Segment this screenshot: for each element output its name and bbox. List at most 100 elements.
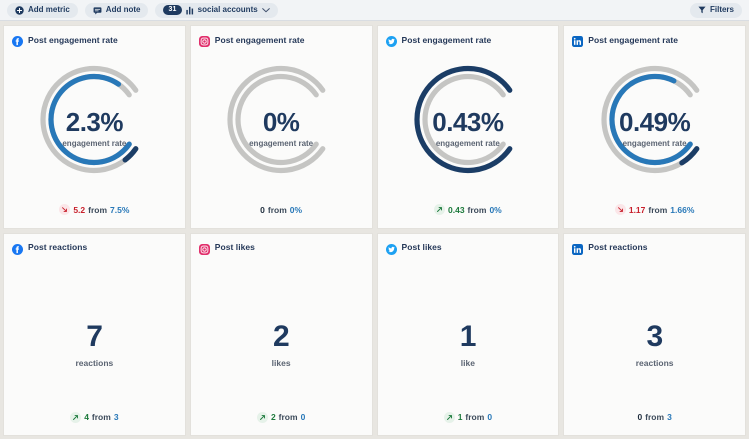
delta-from-label: from [278, 412, 298, 422]
delta-value: 2 [270, 412, 276, 422]
delta-previous-value: 3 [667, 412, 672, 422]
card-body: 7 reactions [12, 254, 177, 408]
gauge-chart [227, 65, 326, 173]
gauge-container: 0% engagement rate [199, 46, 364, 200]
card-title: Post likes [401, 242, 442, 252]
card-header: Post engagement rate [572, 33, 737, 47]
twitter-icon [385, 242, 397, 255]
delta-from-label: from [465, 412, 485, 422]
gauge-container: 2.3% engagement rate [12, 46, 177, 200]
card-title: Post engagement rate [214, 34, 305, 45]
social-accounts-count: 31 [163, 4, 182, 16]
metric-delta: 1 from 0 [386, 407, 551, 427]
card-header: Post engagement rate [198, 33, 364, 47]
add-note-button[interactable]: Add note [84, 2, 149, 18]
number-readout: 2 likes [271, 319, 291, 368]
number-readout: 1 like [459, 319, 477, 368]
gauge-container: 0.43% engagement rate [386, 46, 551, 200]
card-body: 0.49% engagement rate [572, 46, 737, 200]
twitter-icon [385, 34, 397, 47]
metric-delta: 0.43 from 0% [386, 200, 551, 220]
gauge-chart [40, 65, 139, 173]
plus-circle-icon [15, 5, 24, 15]
instagram-icon [198, 242, 210, 255]
card-body: 2.3% engagement rate [12, 46, 177, 200]
delta-previous-value: 1.66% [670, 204, 695, 215]
gauge-chart [601, 65, 700, 173]
card-header: Post likes [385, 241, 551, 255]
metric-unit: likes [271, 357, 291, 368]
card-header: Post likes [198, 241, 364, 255]
trend-down-icon [59, 204, 71, 215]
social-accounts-selector[interactable]: 31 social accounts [155, 2, 278, 18]
delta-previous-value: 0% [489, 204, 502, 215]
gauge-progress-primary [414, 65, 513, 173]
metric-value: 1 [459, 319, 477, 353]
trend-up-icon [434, 204, 445, 215]
card-title: Post reactions [28, 242, 88, 252]
social-accounts-label: social accounts [197, 5, 258, 14]
card-title: Post likes [214, 242, 255, 252]
gauge-outer-track [40, 65, 139, 173]
add-metric-label: Add metric [28, 5, 70, 14]
card-header: Post engagement rate [12, 33, 177, 47]
delta-value: 5.2 [73, 204, 86, 215]
metric-delta: 4 from 3 [12, 407, 177, 427]
dashboard-toolbar: Add metric Add note 31 social accounts [0, 0, 749, 21]
filters-label: Filters [709, 5, 734, 14]
metric-unit: reactions [75, 357, 114, 368]
metric-delta: 0 from 0% [199, 200, 364, 220]
card-body: 3 reactions [572, 254, 737, 408]
metric-card-grid: Post engagement rate 2.3% engagement rat… [0, 21, 749, 439]
card-title: Post engagement rate [28, 34, 118, 45]
gauge-outer-track [227, 65, 326, 173]
number-readout: 7 reactions [75, 321, 114, 368]
trend-up-icon [443, 411, 455, 423]
metric-card[interactable]: Post engagement rate 0% engagement rate … [189, 25, 373, 229]
card-title: Post engagement rate [401, 34, 492, 45]
linkedin-icon [572, 34, 584, 47]
card-body: 2 likes [199, 254, 364, 408]
gauge-progress-primary [48, 73, 133, 165]
filter-icon [698, 6, 706, 14]
metric-card[interactable]: Post reactions 7 reactions 4 from 3 [3, 232, 186, 436]
number-readout: 3 reactions [635, 319, 674, 368]
delta-value: 0 [260, 204, 265, 215]
metric-card[interactable]: Post engagement rate 2.3% engagement rat… [3, 25, 186, 229]
card-body: 0% engagement rate [199, 46, 364, 200]
gauge-chart [414, 65, 513, 173]
delta-previous-value: 0% [289, 204, 303, 215]
gauge-progress-secondary [122, 145, 139, 163]
card-title: Post reactions [588, 242, 648, 252]
card-header: Post reactions [12, 241, 177, 255]
gauge-container: 0.49% engagement rate [572, 46, 737, 200]
add-metric-button[interactable]: Add metric [7, 2, 78, 18]
metric-value: 2 [273, 319, 290, 353]
gauge-progress-primary [609, 73, 693, 165]
card-header: Post engagement rate [385, 33, 551, 47]
gauge-outer-track [601, 65, 700, 173]
delta-from-label: from [467, 204, 487, 215]
metric-card[interactable]: Post engagement rate 0.49% engagement ra… [563, 25, 746, 229]
filters-button[interactable]: Filters [689, 2, 742, 18]
gauge-inner-track [235, 73, 319, 165]
card-body: 0.43% engagement rate [386, 46, 551, 200]
metric-card[interactable]: Post likes 1 like 1 from 0 [376, 232, 560, 436]
metric-card[interactable]: Post reactions 3 reactions 0 from 3 [563, 232, 746, 436]
delta-value: 1.17 [628, 204, 646, 215]
metric-value: 3 [646, 319, 664, 353]
card-title: Post engagement rate [588, 34, 679, 45]
facebook-icon [12, 34, 23, 47]
linkedin-icon [572, 242, 584, 255]
metric-card[interactable]: Post likes 2 likes 2 from 0 [189, 232, 373, 436]
metric-unit: like [460, 357, 475, 368]
metric-card[interactable]: Post engagement rate 0.43% engagement ra… [376, 25, 560, 229]
delta-value: 1 [457, 412, 463, 422]
delta-previous-value: 7.5% [110, 204, 130, 215]
chevron-down-icon[interactable] [261, 7, 270, 13]
trend-up-icon [256, 411, 268, 423]
metric-unit: reactions [635, 357, 674, 368]
facebook-icon [12, 242, 23, 255]
metric-delta: 1.17 from 1.66% [572, 200, 737, 220]
trend-down-icon [614, 204, 626, 215]
